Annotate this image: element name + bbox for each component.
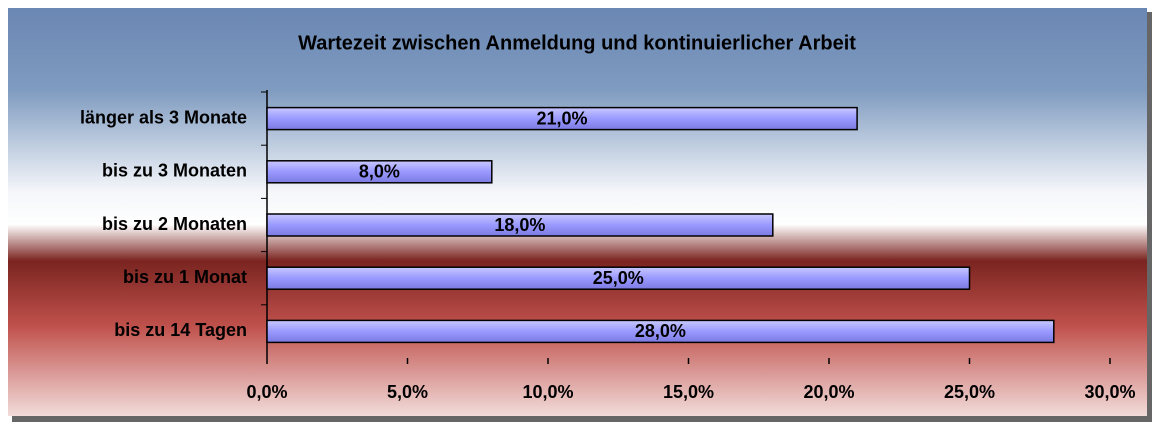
x-tick-label: 20,0% bbox=[803, 382, 854, 402]
y-tick-label: bis zu 1 Monat bbox=[123, 267, 247, 287]
bar bbox=[266, 106, 858, 131]
x-tick-label: 0,0% bbox=[246, 382, 287, 402]
value-label: 21,0% bbox=[537, 108, 588, 128]
value-label: 18,0% bbox=[494, 215, 545, 235]
x-tick-label: 30,0% bbox=[1084, 382, 1135, 402]
chart-title: Wartezeit zwischen Anmeldung und kontinu… bbox=[298, 32, 856, 54]
y-tick-label: bis zu 3 Monaten bbox=[102, 161, 247, 181]
x-tick-label: 10,0% bbox=[522, 382, 573, 402]
bar bbox=[266, 319, 1055, 344]
value-label: 28,0% bbox=[635, 321, 686, 341]
y-tick-label: bis zu 2 Monaten bbox=[102, 214, 247, 234]
x-tick-label: 15,0% bbox=[663, 382, 714, 402]
y-tick-label: bis zu 14 Tagen bbox=[114, 320, 247, 340]
bar bbox=[266, 266, 971, 290]
value-label: 8,0% bbox=[359, 162, 400, 182]
y-tick-label: länger als 3 Monate bbox=[80, 107, 247, 127]
x-tick-label: 5,0% bbox=[387, 382, 428, 402]
bar bbox=[266, 213, 774, 237]
x-tick-label: 25,0% bbox=[944, 382, 995, 402]
bar bbox=[266, 160, 493, 184]
chart-area bbox=[8, 8, 1147, 416]
value-label: 25,0% bbox=[593, 268, 644, 288]
